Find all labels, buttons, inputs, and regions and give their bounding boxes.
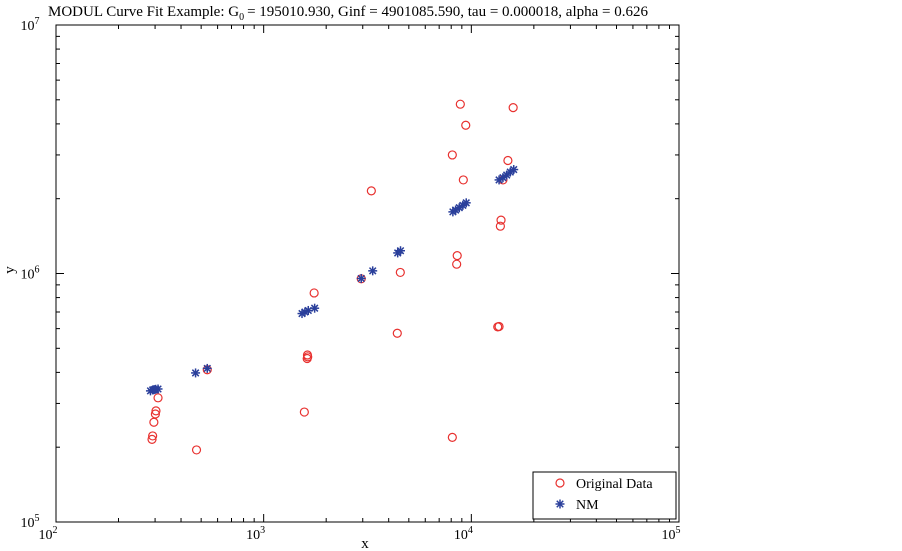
data-point-original-data bbox=[366, 186, 376, 196]
y-tick-label: 105 bbox=[21, 513, 40, 531]
data-point-original-data bbox=[452, 259, 462, 269]
axis-tick-labels: 102 103 104 105 105 106 107 bbox=[21, 16, 681, 543]
legend-label-original-data: Original Data bbox=[576, 477, 653, 492]
y-axis-label: y bbox=[2, 266, 18, 274]
data-point-nm bbox=[202, 363, 212, 373]
x-tick-label: 104 bbox=[454, 525, 473, 543]
data-point-original-data bbox=[309, 288, 319, 298]
data-point-original-data bbox=[452, 251, 462, 261]
data-point-nm bbox=[509, 165, 519, 175]
data-point-original-data bbox=[302, 350, 313, 360]
chart-title: MODUL Curve Fit Example: G0 = 195010.930,… bbox=[48, 4, 648, 23]
axis-ticks bbox=[55, 25, 679, 523]
x-axis-label: x bbox=[361, 536, 369, 551]
y-tick-label: 107 bbox=[21, 16, 40, 34]
x-tick-label: 103 bbox=[246, 525, 265, 543]
plot-frame bbox=[55, 24, 680, 523]
data-point-nm bbox=[153, 384, 163, 394]
data-point-original-data bbox=[148, 431, 158, 441]
data-point-original-data bbox=[149, 417, 159, 427]
data-point-original-data bbox=[395, 267, 405, 278]
data-point-nm bbox=[191, 368, 201, 378]
data-point-original-data bbox=[461, 120, 471, 130]
legend-marker-asterisk bbox=[555, 499, 565, 509]
data-point-original-data bbox=[153, 393, 163, 403]
data-point-original-data bbox=[496, 215, 506, 225]
chart-title-rest: = 195010.930, Ginf = 4901085.590, tau = … bbox=[247, 4, 648, 20]
x-tick-label: 102 bbox=[39, 525, 58, 543]
series-original-data bbox=[147, 99, 518, 455]
data-point-original-data bbox=[151, 406, 161, 416]
legend-label-nm: NM bbox=[576, 498, 599, 513]
legend: Original Data NM bbox=[532, 471, 677, 520]
data-point-nm bbox=[396, 246, 406, 256]
data-point-nm bbox=[310, 303, 320, 313]
data-point-original-data bbox=[455, 99, 465, 109]
data-point-original-data bbox=[447, 150, 457, 160]
data-point-nm bbox=[368, 266, 378, 276]
series-nm bbox=[145, 165, 519, 396]
data-point-original-data bbox=[191, 445, 202, 455]
data-point-original-data bbox=[494, 321, 504, 332]
data-point-original-data bbox=[150, 409, 160, 419]
data-point-original-data bbox=[503, 155, 513, 166]
data-point-nm bbox=[356, 273, 366, 283]
legend-marker-original-data bbox=[555, 478, 565, 488]
data-point-original-data bbox=[447, 432, 457, 442]
data-point-original-data bbox=[147, 434, 157, 444]
chart-title-subscript: 0 bbox=[239, 12, 244, 23]
chart-title-main: MODUL Curve Fit Example: G bbox=[48, 4, 239, 20]
y-tick-label: 106 bbox=[21, 265, 40, 283]
data-point-original-data bbox=[508, 103, 518, 113]
data-point-original-data bbox=[495, 221, 505, 231]
data-point-original-data bbox=[392, 328, 402, 338]
data-point-nm bbox=[461, 198, 471, 208]
legend-marker-nm bbox=[555, 499, 565, 509]
data-point-original-data bbox=[458, 175, 468, 185]
legend-marker-circle bbox=[555, 478, 565, 488]
data-point-original-data bbox=[299, 407, 309, 417]
x-tick-label: 105 bbox=[662, 525, 681, 543]
